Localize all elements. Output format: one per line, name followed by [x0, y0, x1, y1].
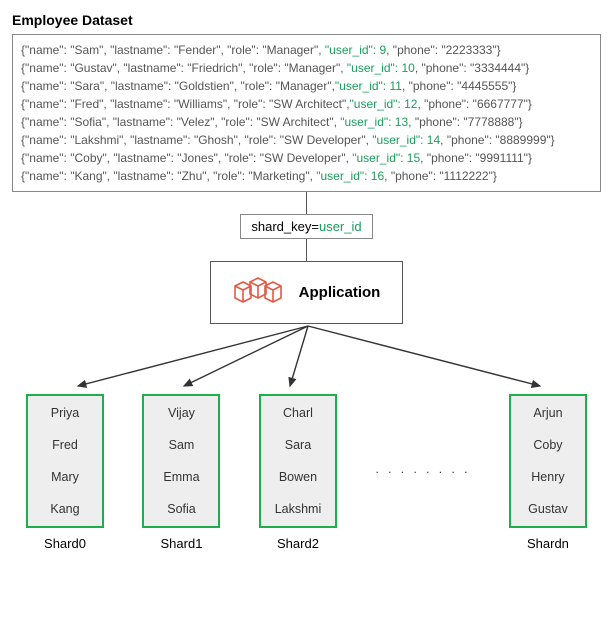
shard-item: Charl	[283, 406, 313, 420]
shard-column: Vijay Sam Emma Sofia Shard1	[142, 394, 220, 551]
shard-box: Vijay Sam Emma Sofia	[142, 394, 220, 528]
dataset-row: {"name": "Lakshmi", "lastname": "Ghosh",…	[21, 131, 592, 149]
connector-line	[306, 192, 307, 214]
shard-column: Charl Sara Bowen Lakshmi Shard2	[259, 394, 337, 551]
shard-box: Charl Sara Bowen Lakshmi	[259, 394, 337, 528]
shard-label: Shard2	[277, 536, 319, 551]
shard-item: Fred	[52, 438, 78, 452]
shard-item: Bowen	[279, 470, 317, 484]
dataset-row: {"name": "Sara", "lastname": "Goldstien"…	[21, 77, 592, 95]
application-box: Application	[210, 261, 404, 324]
dataset-row: {"name": "Kang", "lastname": "Zhu", "rol…	[21, 167, 592, 185]
dataset-box: {"name": "Sam", "lastname": "Fender", "r…	[12, 34, 601, 192]
shard-box: Arjun Coby Henry Gustav	[509, 394, 587, 528]
shard-item: Henry	[531, 470, 564, 484]
shard-label: Shard0	[44, 536, 86, 551]
arrows-area	[12, 324, 601, 394]
shard-box: Priya Fred Mary Kang	[26, 394, 104, 528]
dataset-row: {"name": "Sofia", "lastname": "Velez", "…	[21, 113, 592, 131]
shard-column: Arjun Coby Henry Gustav Shardn	[509, 394, 587, 551]
shard-item: Sara	[285, 438, 311, 452]
shard-item: Emma	[163, 470, 199, 484]
shard-key-prefix: shard_key=	[251, 219, 319, 234]
dataset-row: {"name": "Coby", "lastname": "Jones", "r…	[21, 149, 592, 167]
shard-item: Priya	[51, 406, 79, 420]
shard-item: Kang	[50, 502, 79, 516]
shards-row: Priya Fred Mary Kang Shard0 Vijay Sam Emma Sofia…	[12, 394, 601, 551]
page-title: Employee Dataset	[12, 12, 601, 28]
shard-column: Priya Fred Mary Kang Shard0	[26, 394, 104, 551]
cubes-icon	[233, 272, 285, 313]
shard-label: Shardn	[527, 536, 569, 551]
shard-item: Mary	[51, 470, 79, 484]
dataset-row: {"name": "Sam", "lastname": "Fender", "r…	[21, 41, 592, 59]
dataset-row: {"name": "Fred", "lastname": "Williams",…	[21, 95, 592, 113]
shard-item: Sam	[169, 438, 195, 452]
shard-key-box: shard_key=user_id	[240, 214, 372, 239]
connector-line	[306, 239, 307, 261]
shard-item: Vijay	[168, 406, 195, 420]
shard-item: Lakshmi	[275, 502, 322, 516]
shard-item: Gustav	[528, 502, 568, 516]
shard-item: Coby	[533, 438, 562, 452]
shard-item: Sofia	[167, 502, 196, 516]
shard-item: Arjun	[533, 406, 562, 420]
ellipsis: . . . . . . . .	[375, 394, 470, 544]
dataset-row: {"name": "Gustav", "lastname": "Friedric…	[21, 59, 592, 77]
shard-label: Shard1	[161, 536, 203, 551]
shard-key-value: user_id	[319, 219, 362, 234]
application-label: Application	[299, 284, 381, 301]
